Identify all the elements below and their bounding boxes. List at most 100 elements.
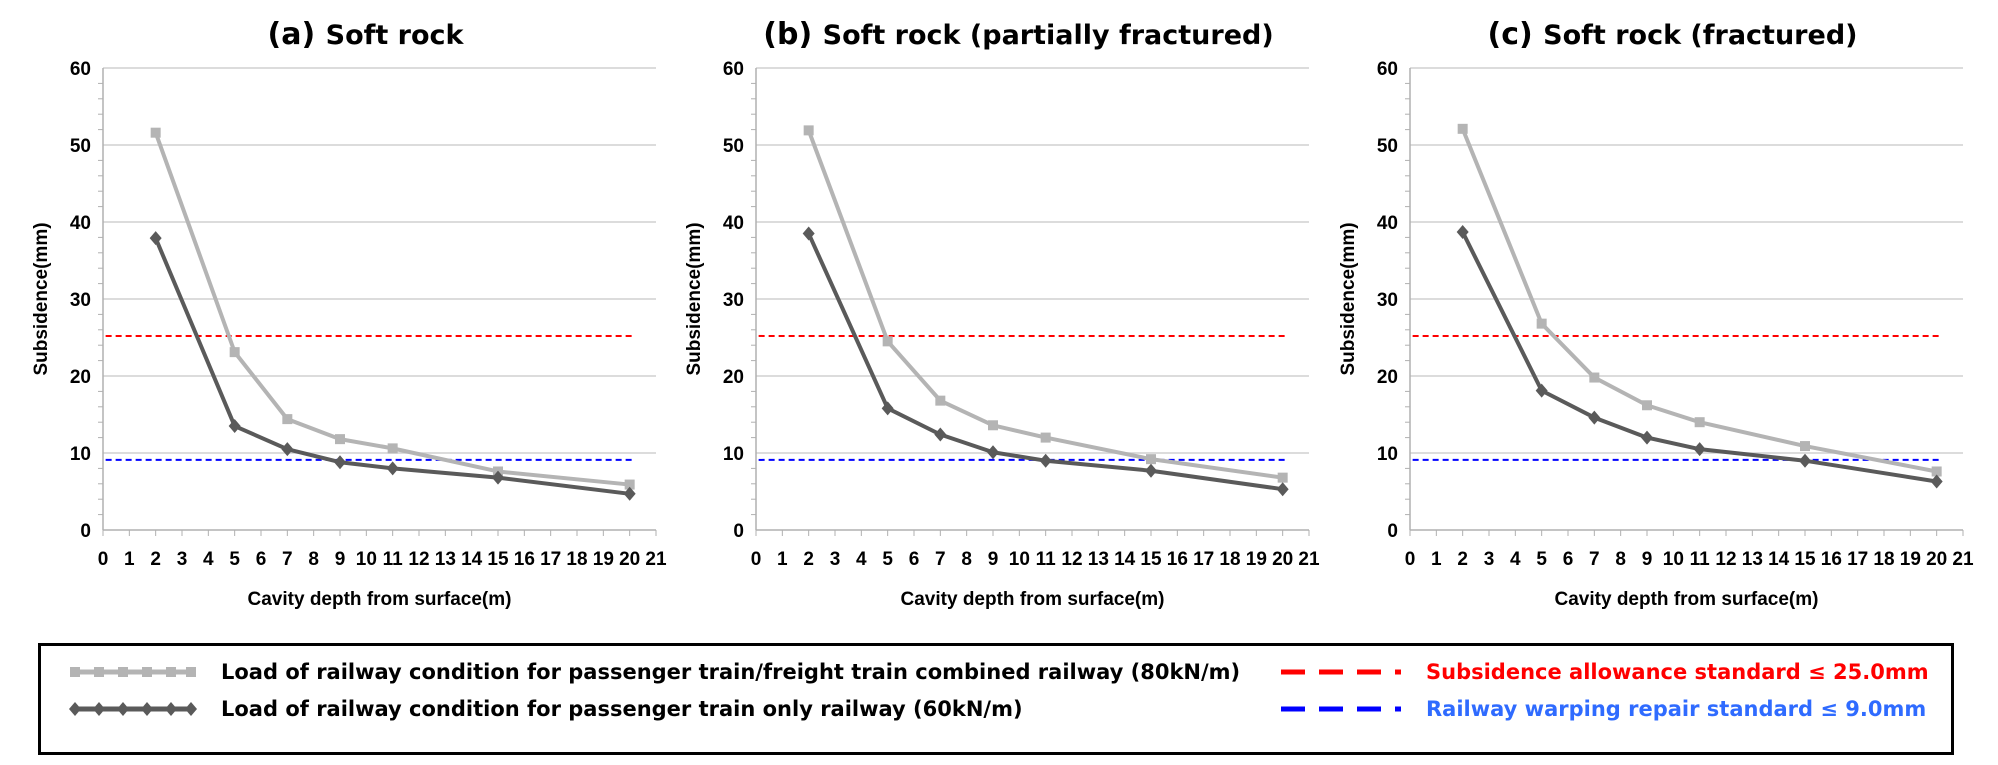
data-point — [881, 401, 894, 416]
x-tick-label: 13 — [1742, 549, 1763, 570]
y-tick-label: 30 — [1377, 290, 1398, 311]
legend-diamond-marker — [141, 702, 153, 716]
data-point — [386, 461, 399, 476]
legend-diamond-marker — [185, 702, 197, 716]
data-point — [623, 486, 636, 501]
legend-square-marker — [94, 667, 104, 677]
panel-title-text: Soft rock (partially fractured) — [823, 20, 1274, 51]
y-tick-label: 0 — [80, 521, 91, 542]
data-point — [1588, 410, 1601, 425]
legend-item-passenger: Load of railway condition for passenger … — [63, 697, 1023, 721]
legend-dash-red — [1281, 669, 1401, 675]
series-line-80kn — [806, 129, 1283, 480]
x-tick-label: 16 — [514, 549, 535, 570]
x-tick-label: 19 — [1900, 549, 1921, 570]
x-tick-label: 18 — [1873, 549, 1894, 570]
y-tick-label: 40 — [1377, 213, 1398, 234]
y-tick-label: 30 — [70, 290, 91, 311]
data-point — [334, 455, 346, 470]
data-point — [1693, 442, 1706, 457]
x-tick-label: 0 — [751, 549, 762, 570]
legend-square-marker — [186, 667, 196, 677]
x-tick-label: 3 — [830, 549, 841, 570]
x-tick-label: 5 — [229, 549, 240, 570]
series-line-60kn — [153, 237, 630, 496]
data-point — [988, 420, 998, 431]
x-tick-label: 9 — [1642, 549, 1653, 570]
legend-box: Load of railway condition for passenger … — [38, 643, 1954, 755]
legend-square-marker — [70, 667, 80, 677]
data-point — [1930, 474, 1943, 489]
data-point — [882, 336, 893, 347]
y-axis-label: Subsidence(mm) — [31, 222, 52, 375]
x-tick-label: 21 — [1952, 549, 1974, 570]
data-point — [387, 443, 398, 454]
x-tick-label: 1 — [1431, 549, 1442, 570]
y-tick-label: 40 — [723, 213, 744, 234]
y-tick-label: 60 — [723, 59, 744, 80]
x-tick-label: 9 — [988, 549, 999, 570]
x-axis-label: Cavity depth from surface(m) — [248, 589, 512, 610]
data-point — [1457, 123, 1468, 134]
y-tick-label: 20 — [1377, 367, 1398, 388]
x-tick-label: 6 — [256, 549, 267, 570]
y-tick-label: 0 — [1387, 521, 1398, 542]
y-tick-label: 40 — [70, 213, 91, 234]
x-tick-label: 3 — [177, 549, 188, 570]
x-tick-label: 15 — [1794, 549, 1816, 570]
panel-title-letter: (b) — [763, 17, 822, 52]
x-tick-label: 19 — [593, 549, 614, 570]
y-tick-label: 50 — [723, 136, 744, 157]
x-tick-label: 10 — [356, 549, 377, 570]
x-tick-label: 15 — [1140, 549, 1162, 570]
legend-diamond-marker — [69, 702, 81, 716]
x-tick-label: 18 — [1219, 549, 1240, 570]
data-point — [228, 419, 241, 434]
x-tick-label: 4 — [1510, 549, 1521, 570]
x-tick-label: 12 — [1715, 549, 1736, 570]
y-tick-label: 20 — [723, 367, 744, 388]
x-tick-label: 2 — [150, 549, 161, 570]
panel-title-letter: (c) — [1488, 17, 1544, 52]
x-tick-label: 11 — [1690, 549, 1711, 570]
data-point — [1039, 453, 1052, 468]
x-tick-label: 1 — [777, 549, 788, 570]
x-tick-label: 7 — [935, 549, 946, 570]
y-tick-label: 60 — [1377, 59, 1398, 80]
x-tick-label: 21 — [645, 549, 667, 570]
legend-label-allowance: Subsidence allowance standard ≤ 25.0mm — [1426, 660, 1929, 684]
data-point — [1146, 454, 1156, 465]
data-point — [1276, 482, 1289, 497]
x-tick-label: 2 — [803, 549, 814, 570]
x-tick-label: 19 — [1246, 549, 1267, 570]
data-point — [935, 395, 946, 406]
x-tick-label: 18 — [566, 549, 587, 570]
legend-square-marker — [166, 667, 176, 677]
data-point — [1694, 417, 1705, 428]
data-point — [150, 127, 161, 138]
data-point — [1799, 453, 1811, 468]
x-tick-label: 5 — [1536, 549, 1547, 570]
legend-item-repair: Railway warping repair standard ≤ 9.0mm — [1276, 697, 1926, 721]
x-tick-label: 14 — [461, 549, 483, 570]
legend-marker-square-line — [70, 667, 196, 677]
data-point — [803, 125, 814, 136]
data-point — [149, 231, 162, 246]
x-tick-label: 13 — [435, 549, 456, 570]
x-tick-label: 4 — [856, 549, 867, 570]
x-tick-label: 10 — [1663, 549, 1684, 570]
panel-title-text: Soft rock — [326, 20, 465, 51]
x-axis-label: Cavity depth from surface(m) — [901, 589, 1165, 610]
legend-label-combined: Load of railway condition for passenger … — [221, 660, 1241, 684]
x-tick-label: 20 — [1926, 549, 1947, 570]
y-tick-label: 20 — [70, 367, 91, 388]
legend-diamond-marker — [117, 702, 129, 716]
data-point — [802, 226, 815, 241]
data-point — [282, 414, 293, 425]
data-point — [1931, 466, 1942, 477]
x-tick-label: 8 — [961, 549, 972, 570]
